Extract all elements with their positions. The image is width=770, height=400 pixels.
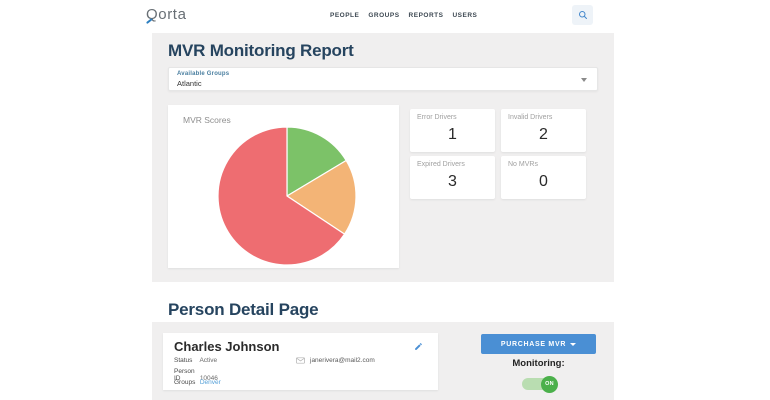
person-card: Charles Johnson Status Active Person ID …	[163, 333, 438, 390]
stat-card-expired-drivers: Expired Drivers 3	[410, 156, 495, 199]
main-nav: PEOPLE GROUPS REPORTS USERS	[330, 12, 477, 19]
stat-card-invalid-drivers: Invalid Drivers 2	[501, 109, 586, 152]
toggle-state-text: ON	[545, 381, 554, 387]
nav-item-people[interactable]: PEOPLE	[330, 12, 360, 19]
stat-value: 3	[448, 173, 457, 190]
field-row-status: Status Active	[174, 357, 217, 364]
app-logo-text: Qorta	[146, 6, 187, 23]
chevron-down-icon	[581, 78, 587, 82]
person-detail-title: Person Detail Page	[168, 300, 319, 319]
stat-value: 0	[539, 173, 548, 190]
available-groups-select[interactable]: Available Groups Atlantic	[168, 67, 598, 91]
field-value: 10046	[199, 375, 218, 382]
stat-card-no-mvrs: No MVRs 0	[501, 156, 586, 199]
chevron-down-icon	[570, 342, 577, 346]
search-button[interactable]	[572, 5, 593, 25]
page-title: MVR Monitoring Report	[168, 41, 354, 60]
person-detail-panel: Charles Johnson Status Active Person ID …	[152, 322, 614, 400]
nav-item-groups[interactable]: GROUPS	[368, 12, 400, 19]
stat-label: No MVRs	[508, 161, 538, 168]
field-label: Groups	[174, 379, 196, 386]
stat-value: 1	[448, 126, 457, 143]
pie-slice-red	[217, 126, 346, 266]
field-label: Status	[174, 357, 193, 364]
toggle-knob: ON	[541, 375, 558, 393]
stat-value: 2	[539, 126, 548, 143]
monitoring-toggle[interactable]: ON	[522, 375, 558, 393]
email-row: janerivera@mail2.com	[296, 357, 375, 364]
group-link[interactable]: Denver	[199, 379, 221, 386]
field-label: Person ID	[174, 368, 195, 382]
nav-item-users[interactable]: USERS	[452, 12, 478, 19]
mvr-scores-card: MVR Scores	[168, 105, 399, 268]
stat-label: Expired Drivers	[417, 161, 465, 168]
app-logo[interactable]: Qorta	[146, 6, 187, 25]
monitoring-label: Monitoring:	[512, 358, 565, 369]
envelope-icon	[296, 357, 305, 364]
mvr-report-panel: MVR Monitoring Report Available Groups A…	[152, 33, 614, 282]
stat-label: Error Drivers	[417, 114, 457, 121]
group-select-label: Available Groups	[177, 71, 230, 77]
pie-slice-green	[286, 126, 347, 197]
person-email: janerivera@mail2.com	[310, 357, 375, 364]
field-row-person-id: Person ID 10046	[174, 368, 218, 382]
edit-person-button[interactable]	[414, 342, 423, 351]
person-name: Charles Johnson	[174, 339, 280, 354]
search-icon	[578, 11, 587, 19]
chart-title: MVR Scores	[183, 115, 231, 125]
top-navbar: Qorta PEOPLE GROUPS REPORTS USERS	[0, 0, 770, 33]
field-row-groups: Groups Denver	[174, 379, 221, 386]
purchase-mvr-button[interactable]: PURCHASE MVR	[481, 334, 596, 354]
stat-label: Invalid Drivers	[508, 114, 553, 121]
pie-slice-orange	[286, 159, 357, 235]
nav-item-reports[interactable]: REPORTS	[408, 12, 444, 19]
stat-card-error-drivers: Error Drivers 1	[410, 109, 495, 152]
pencil-icon	[415, 343, 422, 350]
mvr-scores-pie-chart	[217, 126, 357, 266]
group-select-value: Atlantic	[177, 79, 202, 88]
field-value: Active	[199, 357, 218, 364]
purchase-mvr-label: PURCHASE MVR	[500, 340, 567, 348]
